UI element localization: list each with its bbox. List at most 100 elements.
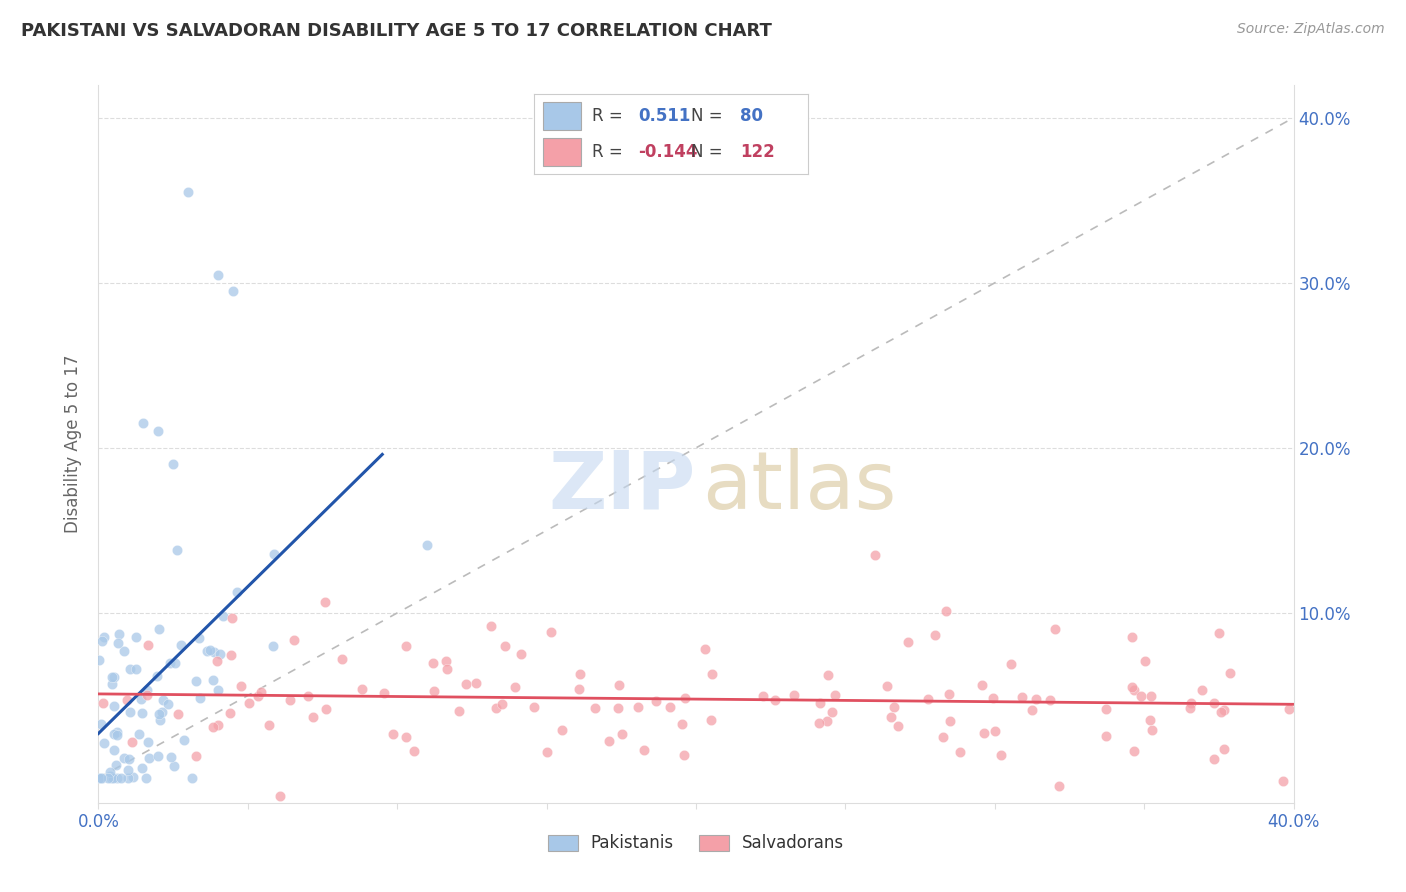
Point [821,705,844,719]
Point [160,750,183,764]
Point [1123,683,1146,698]
Point [882,699,904,714]
Point [148,706,170,721]
Point [136,682,159,697]
Point [1095,702,1118,716]
Point [1191,683,1213,698]
Point [207,268,229,282]
Point [949,746,972,760]
Point [1178,700,1201,714]
Point [1213,702,1236,716]
Point [163,656,186,670]
Point [135,771,157,785]
Point [1278,702,1301,716]
Point [107,627,129,641]
Point [131,706,153,720]
Point [699,713,721,727]
Point [1045,622,1067,636]
Point [938,687,960,701]
Point [121,735,143,749]
Point [314,595,336,609]
Point [783,688,806,702]
Point [112,644,135,658]
Point [598,733,620,747]
Point [136,734,159,748]
Text: 0.511: 0.511 [638,107,690,125]
Text: R =: R = [592,107,628,125]
Point [162,458,184,472]
Point [523,700,546,714]
Point [263,547,285,561]
Point [494,639,516,653]
Point [302,710,325,724]
Point [627,700,650,714]
Point [569,666,592,681]
Point [583,701,606,715]
Point [219,706,242,721]
Point [402,744,425,758]
Point [658,700,681,714]
Point [416,538,439,552]
Point [202,720,225,734]
Point [100,771,122,785]
Point [157,697,180,711]
Point [100,765,122,780]
Point [808,696,831,710]
Point [125,662,148,676]
Point [195,644,218,658]
Point [693,641,716,656]
Point [112,750,135,764]
Point [1211,706,1233,720]
Point [567,681,589,696]
Point [673,690,696,705]
Point [115,692,138,706]
Text: 80: 80 [740,107,763,125]
Point [447,704,470,718]
Point [671,717,693,731]
Point [90,716,112,731]
Point [247,690,270,704]
Point [103,670,125,684]
Point [609,678,631,692]
Point [188,631,211,645]
Point [225,585,247,599]
Point [350,682,373,697]
Point [536,745,558,759]
Point [315,702,337,716]
Point [117,771,139,785]
Point [188,691,211,706]
Point [876,680,898,694]
Point [464,675,486,690]
Point [184,748,207,763]
Point [131,761,153,775]
Point [633,743,655,757]
Point [981,691,1004,706]
Point [101,670,124,684]
Point [202,645,225,659]
Point [148,622,170,636]
Point [1139,689,1161,703]
Point [606,700,628,714]
Point [128,727,150,741]
Point [865,548,887,562]
Point [201,673,224,687]
Point [120,706,142,720]
Point [135,688,157,702]
Point [122,770,145,784]
Point [824,688,846,702]
Point [479,619,502,633]
Point [990,747,1012,762]
Point [118,752,141,766]
Point [1047,779,1070,793]
Point [229,680,252,694]
Point [939,714,962,728]
Point [1025,692,1047,706]
Point [149,713,172,727]
Point [221,611,243,625]
Legend: Pakistanis, Salvadorans: Pakistanis, Salvadorans [541,828,851,859]
Point [91,771,114,785]
Point [1213,742,1236,756]
Bar [543,137,581,166]
Point [817,667,839,681]
Point [162,758,184,772]
